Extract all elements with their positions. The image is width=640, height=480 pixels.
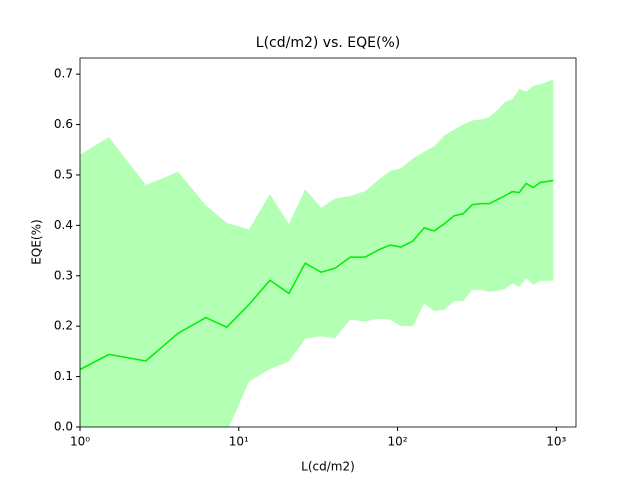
x-tick-label: 10¹ (229, 435, 249, 449)
x-tick-label: 10⁰ (70, 435, 90, 449)
y-tick-label: 0.2 (54, 319, 73, 333)
y-tick-label: 0.3 (54, 268, 73, 282)
y-tick-label: 0.0 (54, 420, 73, 434)
y-axis-label: EQE(%) (30, 219, 44, 264)
x-tick-label: 10² (388, 435, 408, 449)
x-tick-label: 10³ (546, 435, 566, 449)
y-tick-label: 0.6 (54, 117, 73, 131)
plot-area (80, 79, 554, 427)
y-tick-label: 0.5 (54, 167, 73, 181)
x-axis-label: L(cd/m2) (301, 460, 355, 474)
y-tick-label: 0.4 (54, 218, 73, 232)
axes-frame (79, 57, 577, 428)
confidence-band (80, 79, 554, 427)
chart-title: L(cd/m2) vs. EQE(%) (256, 35, 400, 51)
y-tick-label: 0.1 (54, 369, 73, 383)
line (80, 179, 554, 371)
y-tick-label: 0.7 (54, 67, 73, 81)
axes: 10⁰ 10¹ 10² 10³ 0.0 0.1 0.2 0.3 0.4 0.5 0.6 0.7 (54, 57, 577, 449)
